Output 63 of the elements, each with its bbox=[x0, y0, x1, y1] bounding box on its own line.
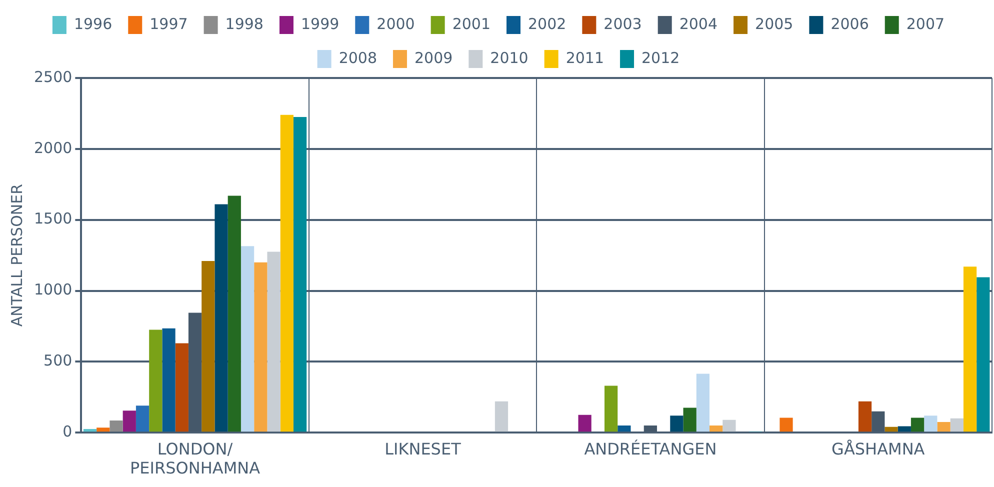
bar bbox=[149, 330, 162, 432]
bar bbox=[858, 401, 872, 432]
legend-label: 2005 bbox=[755, 14, 794, 33]
x-tick-label: GÅSHAMNA bbox=[832, 439, 925, 458]
bar bbox=[604, 386, 618, 432]
x-tick-label: ANDRÉETANGEN bbox=[584, 439, 717, 458]
legend-label: 1998 bbox=[225, 14, 264, 33]
bar bbox=[83, 429, 97, 432]
x-tick-label: LIKNESET bbox=[384, 439, 462, 458]
bar bbox=[162, 328, 176, 432]
bar bbox=[710, 426, 723, 432]
bar bbox=[136, 406, 150, 432]
y-tick-label: 0 bbox=[62, 422, 72, 440]
bar bbox=[578, 414, 592, 432]
bar bbox=[96, 428, 110, 432]
x-tick-label: LONDON/ PEIRSONHAMNA bbox=[130, 439, 260, 478]
y-tick-label: 1500 bbox=[34, 210, 72, 228]
bar bbox=[214, 204, 228, 432]
bar bbox=[122, 410, 136, 432]
bar bbox=[683, 408, 696, 432]
bar bbox=[618, 426, 631, 432]
bar bbox=[963, 266, 977, 432]
bar bbox=[937, 422, 950, 432]
legend-label: 1999 bbox=[300, 14, 340, 33]
legend-label: 2001 bbox=[452, 14, 491, 33]
legend-label: 1997 bbox=[150, 14, 188, 33]
bar bbox=[722, 420, 736, 432]
bar bbox=[267, 252, 280, 432]
bar bbox=[254, 262, 268, 432]
legend-label: 2006 bbox=[830, 14, 869, 33]
legend-label: 2004 bbox=[679, 14, 718, 33]
y-tick-label: 1000 bbox=[34, 280, 72, 299]
bar bbox=[240, 246, 254, 432]
legend-label: 2007 bbox=[906, 14, 945, 33]
legend-label: 2011 bbox=[566, 48, 604, 67]
legend-label: 2012 bbox=[642, 48, 680, 67]
y-tick-label: 500 bbox=[44, 352, 72, 370]
bar bbox=[202, 260, 215, 432]
legend-label: 2008 bbox=[338, 48, 378, 67]
legend-label: 2000 bbox=[376, 14, 415, 33]
legend-label: 2003 bbox=[604, 14, 642, 33]
bar bbox=[293, 117, 307, 432]
bar bbox=[884, 426, 898, 432]
bar bbox=[910, 418, 924, 432]
legend-label: 1996 bbox=[74, 14, 112, 33]
bar bbox=[110, 420, 123, 432]
bar bbox=[670, 416, 684, 432]
legend-label: 2010 bbox=[490, 48, 528, 67]
bar bbox=[950, 418, 964, 432]
bar bbox=[898, 426, 911, 432]
bar bbox=[780, 418, 793, 432]
y-tick-label: 2500 bbox=[34, 68, 72, 86]
y-tick-label: 2000 bbox=[34, 138, 72, 157]
bar bbox=[924, 416, 938, 432]
y-axis-title: ANTALL PERSONER bbox=[8, 184, 26, 327]
legend-label: 2002 bbox=[528, 14, 566, 33]
bar bbox=[280, 114, 294, 432]
bar bbox=[696, 374, 710, 432]
bar bbox=[494, 401, 508, 432]
bar bbox=[976, 277, 990, 432]
bar bbox=[228, 196, 241, 432]
legend-label: 2009 bbox=[414, 48, 453, 67]
bar bbox=[175, 343, 188, 432]
